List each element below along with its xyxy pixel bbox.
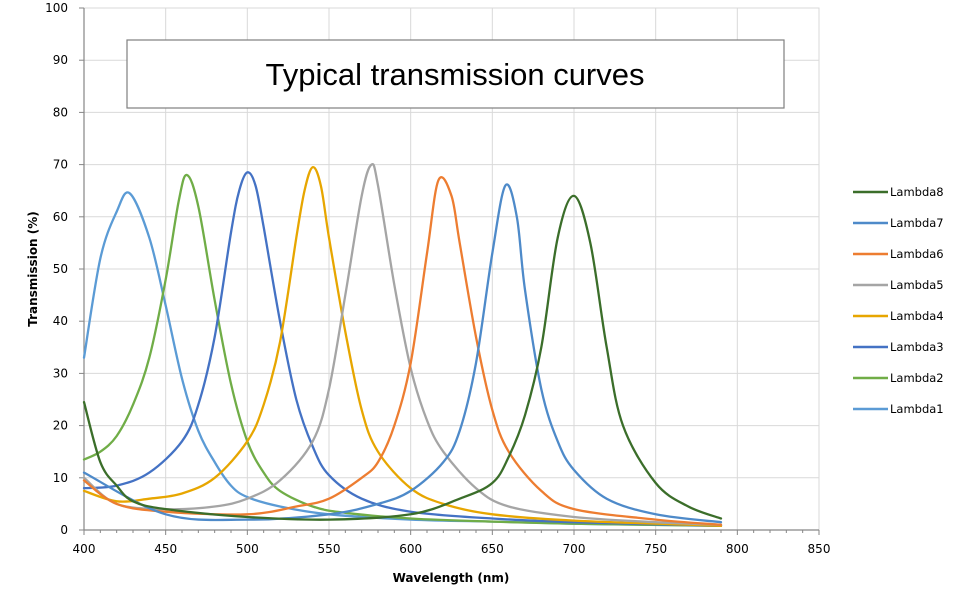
y-tick-label: 70 [53, 158, 68, 172]
x-axis-title: Wavelength (nm) [393, 571, 510, 585]
legend-item-lambda7: Lambda7 [853, 216, 944, 230]
legend-item-lambda2: Lambda2 [853, 371, 944, 385]
legend-label: Lambda4 [890, 309, 944, 323]
y-tick-label: 40 [53, 314, 68, 328]
x-tick-label: 700 [563, 542, 586, 556]
y-tick-label: 90 [53, 53, 68, 67]
x-tick-label: 400 [73, 542, 96, 556]
y-tick-label: 30 [53, 366, 68, 380]
legend-label: Lambda1 [890, 402, 944, 416]
y-tick-label: 100 [45, 1, 68, 15]
y-tick-label: 0 [60, 523, 68, 537]
x-tick-label: 450 [154, 542, 177, 556]
legend-item-lambda3: Lambda3 [853, 340, 944, 354]
legend: Lambda8 Lambda7 Lambda6 Lambda5 Lambda4 Lambd… [853, 185, 944, 416]
axes: 0 10 20 30 40 50 60 70 80 90 100 400 450 500 550 600 650… [45, 1, 830, 556]
legend-label: Lambda5 [890, 278, 944, 292]
legend-item-lambda8: Lambda8 [853, 185, 944, 199]
x-tick-label: 850 [808, 542, 831, 556]
y-tick-label: 50 [53, 262, 68, 276]
y-tick-label: 60 [53, 210, 68, 224]
chart-title-box: Typical transmission curves [126, 39, 785, 109]
series-lines [82, 163, 723, 527]
legend-item-lambda6: Lambda6 [853, 247, 944, 261]
legend-label: Lambda2 [890, 371, 944, 385]
x-tick-label: 750 [644, 542, 667, 556]
chart-title: Typical transmission curves [265, 57, 644, 92]
y-tick-label: 20 [53, 419, 68, 433]
y-tick-label: 80 [53, 105, 68, 119]
x-tick-label: 500 [236, 542, 259, 556]
legend-item-lambda5: Lambda5 [853, 278, 944, 292]
x-tick-label: 650 [481, 542, 504, 556]
series-line-lambda3 [82, 171, 723, 527]
y-axis-title: Transmission (%) [26, 211, 40, 327]
legend-label: Lambda6 [890, 247, 944, 261]
x-tick-label: 600 [399, 542, 422, 556]
legend-label: Lambda8 [890, 185, 944, 199]
legend-label: Lambda7 [890, 216, 944, 230]
series-line-lambda8 [82, 194, 723, 521]
legend-item-lambda1: Lambda1 [853, 402, 944, 416]
series-line-lambda5 [82, 163, 723, 526]
x-tick-label: 800 [726, 542, 749, 556]
legend-item-lambda4: Lambda4 [853, 309, 944, 323]
series-line-lambda7 [82, 183, 723, 524]
series-line-lambda6 [82, 176, 723, 526]
series-line-lambda2 [82, 173, 723, 527]
y-tick-label: 10 [53, 471, 68, 485]
legend-label: Lambda3 [890, 340, 944, 354]
x-tick-label: 550 [318, 542, 341, 556]
chart-title-frame [126, 39, 785, 109]
